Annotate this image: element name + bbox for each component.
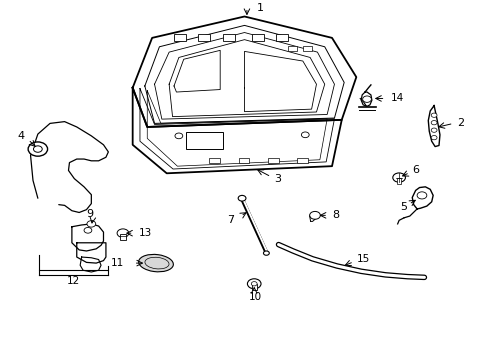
Ellipse shape: [139, 255, 173, 272]
Circle shape: [263, 251, 269, 255]
Polygon shape: [411, 187, 432, 209]
Circle shape: [251, 282, 257, 286]
Polygon shape: [361, 92, 371, 106]
Bar: [276, 34, 287, 41]
Bar: [251, 284, 256, 290]
Circle shape: [33, 146, 42, 152]
Bar: [120, 234, 125, 240]
Text: 2: 2: [457, 118, 464, 129]
Bar: [209, 158, 220, 163]
Circle shape: [362, 96, 371, 102]
Bar: [296, 158, 307, 163]
Circle shape: [430, 128, 436, 132]
Circle shape: [247, 279, 261, 289]
Circle shape: [117, 229, 128, 238]
Text: 11: 11: [110, 258, 123, 268]
Circle shape: [416, 192, 426, 199]
Bar: [396, 178, 400, 184]
Circle shape: [28, 142, 47, 156]
Text: 12: 12: [67, 276, 81, 286]
Text: 3: 3: [274, 174, 281, 184]
Polygon shape: [427, 105, 439, 147]
Circle shape: [309, 211, 320, 219]
Circle shape: [430, 135, 436, 140]
Text: 6: 6: [411, 165, 418, 175]
Circle shape: [392, 173, 405, 182]
Text: 4: 4: [17, 131, 24, 141]
Text: 5: 5: [400, 202, 407, 212]
Text: 8: 8: [331, 210, 339, 220]
Bar: [302, 46, 311, 51]
Circle shape: [430, 121, 436, 125]
Circle shape: [87, 221, 96, 227]
Text: 15: 15: [357, 254, 370, 264]
Polygon shape: [72, 224, 103, 251]
Polygon shape: [132, 88, 341, 173]
Ellipse shape: [144, 257, 169, 269]
Bar: [238, 158, 249, 163]
Text: 1: 1: [256, 3, 263, 13]
Text: 14: 14: [389, 94, 403, 103]
Bar: [251, 34, 264, 41]
Bar: [198, 34, 210, 41]
Text: 10: 10: [248, 292, 261, 302]
Circle shape: [430, 113, 436, 117]
Circle shape: [175, 133, 183, 139]
Text: 7: 7: [227, 215, 234, 225]
Polygon shape: [132, 17, 356, 127]
Circle shape: [301, 132, 308, 138]
Text: 9: 9: [86, 209, 93, 219]
Bar: [287, 46, 296, 51]
Circle shape: [84, 228, 92, 233]
Bar: [174, 34, 186, 41]
Polygon shape: [77, 243, 106, 263]
Circle shape: [238, 195, 245, 201]
Bar: [186, 132, 222, 149]
Polygon shape: [80, 257, 101, 272]
Text: 13: 13: [138, 228, 151, 238]
Bar: [267, 158, 278, 163]
Bar: [222, 34, 234, 41]
